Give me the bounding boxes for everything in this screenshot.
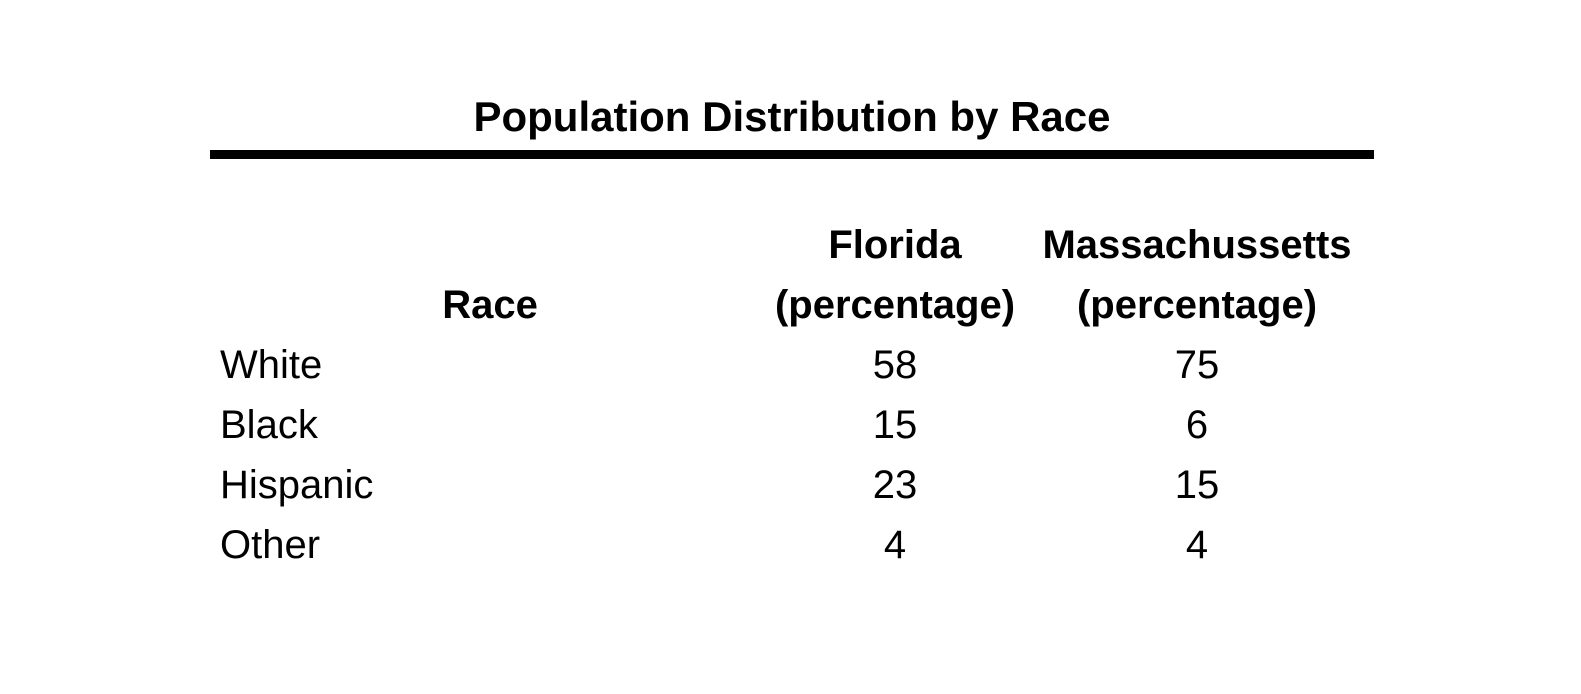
race-column-header: Race	[210, 215, 770, 335]
florida-value: 15	[872, 403, 918, 447]
massachussetts-column-header-sublabel: (percentage)	[1076, 283, 1318, 327]
massachussetts-value: 6	[1185, 403, 1209, 447]
race-column-header-label: Race	[442, 283, 538, 327]
table-title: Population Distribution by Race	[473, 93, 1111, 140]
massachussetts-column-header: Massachussetts (percentage)	[1020, 215, 1374, 335]
row-label: White	[220, 343, 323, 387]
massachussetts-value: 15	[1174, 463, 1220, 507]
title-rule	[210, 150, 1374, 159]
florida-column-header-label: Florida	[828, 223, 962, 267]
florida-value: 23	[872, 463, 918, 507]
florida-value: 58	[872, 343, 918, 387]
row-label: Black	[220, 403, 318, 447]
document-page: Population Distribution by Race Race Flo…	[210, 0, 1374, 575]
population-table: Race Florida (percentage) Massachussetts…	[210, 215, 1374, 575]
massachussetts-value: 75	[1174, 343, 1220, 387]
row-label: Other	[220, 523, 321, 567]
massachussetts-value: 4	[1185, 523, 1209, 567]
row-label: Hispanic	[220, 463, 374, 507]
massachussetts-column-header-label: Massachussetts	[1042, 223, 1352, 267]
florida-column-header-sublabel: (percentage)	[774, 283, 1016, 327]
florida-value: 4	[883, 523, 907, 567]
florida-column-header: Florida (percentage)	[770, 215, 1020, 335]
